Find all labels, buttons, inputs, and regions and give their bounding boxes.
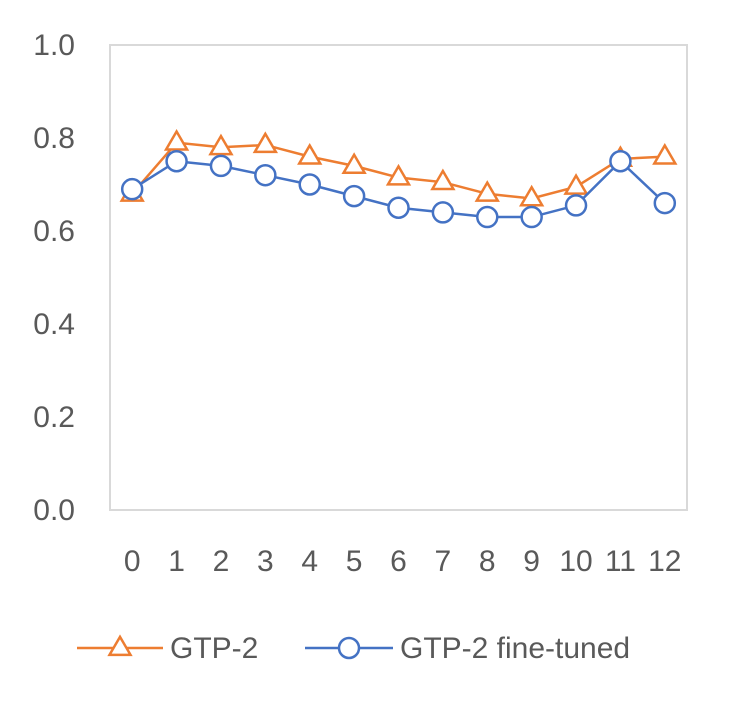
- data-point-circle: [337, 636, 361, 660]
- data-point-circle: [476, 205, 499, 229]
- x-tick-label: 1: [168, 545, 185, 578]
- y-tick-label: 0.8: [33, 122, 75, 155]
- x-axis-ticks: 0 1 2 3 4 5 6 7 8 9 10 11 12: [124, 545, 682, 578]
- x-tick-label: 4: [301, 545, 318, 578]
- x-tick-label: 2: [213, 545, 230, 578]
- x-tick-label: 3: [257, 545, 274, 578]
- x-tick-label: 12: [648, 545, 681, 578]
- plot-area: [109, 44, 688, 511]
- x-tick-label: 0: [124, 545, 141, 578]
- x-tick-label: 8: [479, 545, 496, 578]
- data-point-circle: [609, 150, 632, 173]
- x-tick-label: 11: [605, 545, 636, 578]
- legend: GTP-2 GTP-2 fine-tuned: [77, 632, 630, 665]
- y-tick-label: 1.0: [33, 29, 75, 62]
- legend-item: GTP-2 fine-tuned: [305, 632, 630, 665]
- y-tick-label: 0.6: [33, 215, 75, 248]
- y-tick-label: 0.4: [33, 308, 75, 341]
- data-point-triangle: [430, 168, 456, 191]
- x-tick-label: 9: [523, 545, 540, 578]
- x-tick-label: 10: [559, 545, 592, 578]
- data-point-circle: [209, 154, 233, 178]
- data-point-triangle: [518, 184, 545, 207]
- data-point-triangle: [107, 634, 133, 657]
- series-group: [120, 150, 677, 229]
- x-tick-label: 6: [390, 545, 407, 578]
- legend-item: GTP-2: [77, 632, 258, 665]
- data-point-triangle: [341, 152, 367, 174]
- data-point-triangle: [252, 131, 279, 154]
- data-point-triangle: [163, 129, 190, 151]
- data-point-triangle: [297, 142, 323, 165]
- data-point-triangle: [563, 173, 589, 195]
- data-point-triangle: [474, 180, 500, 202]
- series-layer: [119, 129, 678, 229]
- data-point-triangle: [385, 163, 412, 186]
- data-point-circle: [520, 205, 543, 229]
- data-point-triangle: [652, 142, 678, 165]
- y-axis-ticks: 0.0 0.2 0.4 0.6 0.8 1.0: [33, 29, 75, 527]
- data-point-circle: [653, 191, 677, 215]
- data-point-triangle: [208, 133, 234, 156]
- x-tick-label: 7: [435, 545, 452, 578]
- x-tick-label: 5: [346, 545, 363, 578]
- data-point-circle: [431, 201, 455, 224]
- data-point-circle: [298, 173, 321, 196]
- y-tick-label: 0.0: [33, 494, 75, 527]
- data-point-circle: [254, 163, 277, 187]
- data-point-circle: [120, 177, 144, 201]
- legend-label: GTP-2: [170, 632, 258, 665]
- data-point-circle: [564, 194, 588, 217]
- data-point-circle: [342, 184, 366, 208]
- data-point-circle: [387, 196, 410, 219]
- legend-label: GTP-2 fine-tuned: [400, 632, 630, 665]
- y-tick-label: 0.2: [33, 401, 75, 434]
- data-point-circle: [165, 150, 188, 173]
